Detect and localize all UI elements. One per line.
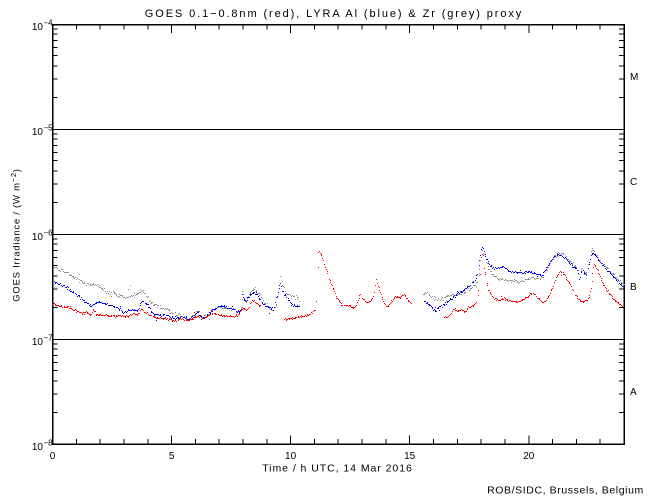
svg-text:GOES Irradiance / (W m−2): GOES Irradiance / (W m−2) (9, 168, 23, 301)
svg-text:10: 10 (32, 22, 44, 33)
svg-text:0: 0 (50, 451, 56, 462)
svg-text:A: A (630, 387, 637, 398)
svg-text:Time / h UTC, 14 Mar 2016: Time / h UTC, 14 Mar 2016 (262, 463, 413, 475)
svg-text:−6: −6 (44, 229, 54, 238)
svg-text:B: B (630, 282, 637, 293)
svg-text:−7: −7 (44, 334, 54, 343)
svg-text:GOES 0.1−0.8nm (red), LYRA Al: GOES 0.1−0.8nm (red), LYRA Al (blue) & Z… (145, 8, 523, 20)
svg-text:20: 20 (523, 451, 535, 462)
svg-text:−8: −8 (44, 439, 54, 448)
svg-text:10: 10 (32, 337, 44, 348)
svg-text:10: 10 (32, 232, 44, 243)
svg-text:−4: −4 (44, 19, 54, 28)
svg-text:−5: −5 (44, 124, 54, 133)
svg-text:ROB/SIDC, Brussels, Belgium: ROB/SIDC, Brussels, Belgium (487, 485, 644, 497)
svg-text:M: M (630, 72, 638, 83)
svg-text:10: 10 (32, 442, 44, 453)
svg-text:5: 5 (169, 451, 175, 462)
svg-text:15: 15 (404, 451, 416, 462)
svg-text:10: 10 (32, 127, 44, 138)
svg-text:10: 10 (285, 451, 297, 462)
svg-text:C: C (630, 177, 637, 188)
